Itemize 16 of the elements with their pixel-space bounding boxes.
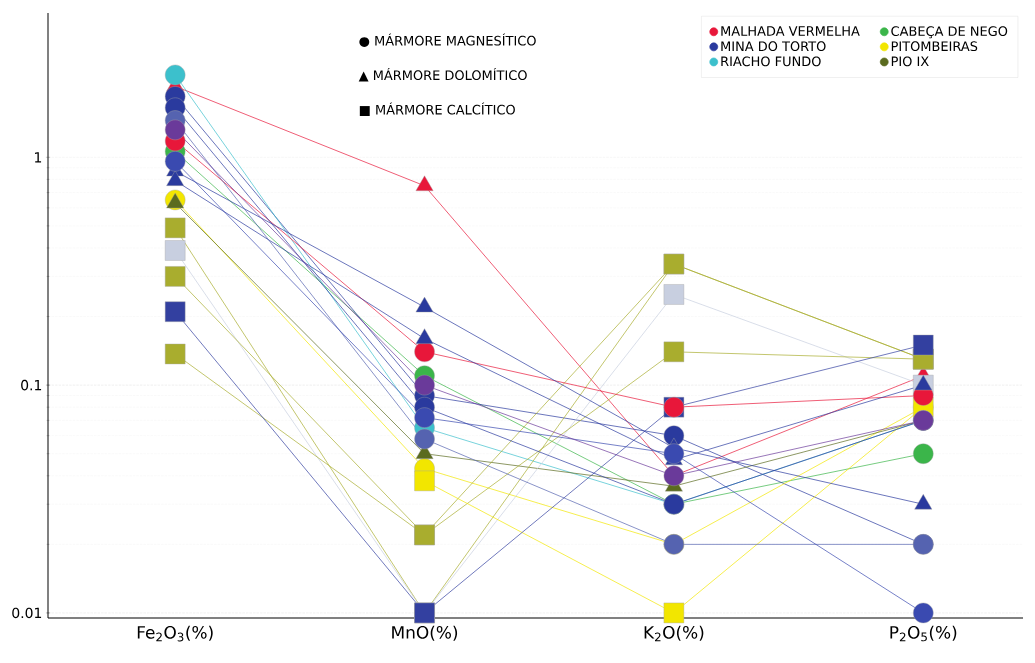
annotation: ● MÁRMORE MAGNESÍTICO xyxy=(359,33,536,48)
annotation: ■ MÁRMORE CALCÍTICO xyxy=(359,102,515,116)
legend-label: PITOMBEIRAS xyxy=(891,41,978,52)
legend-label: RIACHO FUNDO xyxy=(721,56,821,67)
y-tick-label: 1 xyxy=(35,152,42,163)
y-tick-label: 0.1 xyxy=(21,379,42,391)
x-tick-label: MnO(%) xyxy=(392,625,458,641)
legend-label: CABEÇA DE NEGO xyxy=(891,26,1008,39)
x-tick-label: K$_{2}$O(%) xyxy=(644,625,704,642)
legend-label: PIO IX xyxy=(891,56,929,67)
legend-label: MINA DO TORTO xyxy=(721,41,826,52)
annotation: ▲ MÁRMORE DOLOMÍTICO xyxy=(358,67,527,82)
x-tick-label: Fe$_{2}$O$_{3}$(%) xyxy=(137,625,213,642)
legend-label: MALHADA VERMELHA xyxy=(721,26,860,36)
x-tick-label: P$_{2}$O$_{5}$(%) xyxy=(890,625,957,642)
y-tick-label: 0.01 xyxy=(12,607,42,619)
